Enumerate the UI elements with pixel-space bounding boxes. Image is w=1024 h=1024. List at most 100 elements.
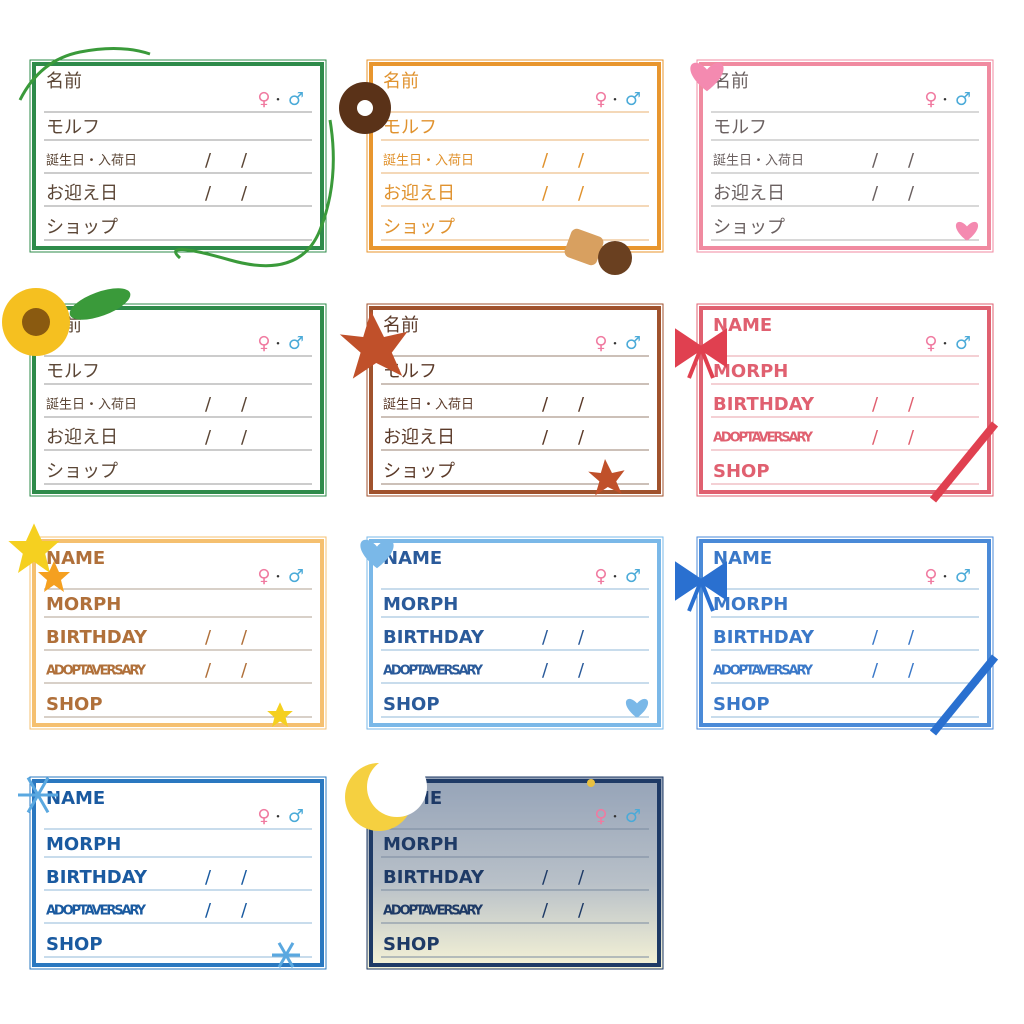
field-label: モルフ — [713, 117, 767, 138]
date-slash: / — [872, 427, 879, 448]
date-slash: / — [205, 183, 212, 204]
date-slash: / — [542, 183, 549, 204]
date-slash: / — [542, 900, 549, 921]
card-background — [29, 536, 327, 730]
cookie — [598, 241, 632, 275]
date-slash: / — [241, 150, 248, 171]
field-label: ADOPTAVERSARY — [383, 664, 484, 679]
date-slash: / — [542, 660, 549, 681]
cookie — [564, 228, 604, 266]
field-label: SHOP — [46, 694, 103, 715]
vine — [18, 46, 335, 268]
date-slash: / — [241, 394, 248, 415]
separator-dot: ・ — [272, 93, 284, 107]
field-label: ショップ — [46, 217, 118, 238]
field-label: ADOPTAVERSARY — [713, 664, 814, 679]
female-symbol: ♀ — [594, 89, 607, 110]
field-label: NAME — [383, 548, 442, 569]
heart — [625, 698, 649, 718]
bow — [675, 328, 727, 379]
field-label: ADOPTAVERSARY — [46, 664, 147, 679]
snowflake — [277, 942, 295, 968]
field-label: NAME — [713, 315, 772, 336]
date-slash: / — [908, 394, 915, 415]
field-label: MORPH — [713, 594, 788, 615]
tag-card: NAMEMORPHBIRTHDAYADOPTAVERSARYSHOP♀・♂///… — [345, 757, 664, 970]
date-slash: / — [578, 150, 585, 171]
field-label: 名前 — [383, 71, 419, 92]
field-label: 名前 — [46, 71, 82, 92]
field-label: SHOP — [383, 694, 440, 715]
date-slash: / — [241, 627, 248, 648]
separator-dot: ・ — [609, 810, 621, 824]
field-label: MORPH — [383, 594, 458, 615]
male-symbol: ♂ — [625, 89, 641, 110]
separator-dot: ・ — [272, 570, 284, 584]
field-label: NAME — [46, 788, 105, 809]
tag-card: NAMEMORPHBIRTHDAYADOPTAVERSARYSHOP♀・♂///… — [8, 523, 327, 730]
field-label: MORPH — [383, 834, 458, 855]
card-border — [369, 779, 661, 967]
field-label: BIRTHDAY — [383, 867, 485, 888]
heart — [360, 539, 394, 569]
field-label: ショップ — [46, 461, 118, 482]
field-label: 誕生日・入荷日 — [46, 398, 137, 413]
card-border — [32, 539, 324, 727]
moon-cut — [367, 757, 427, 817]
date-slash: / — [872, 660, 879, 681]
date-slash: / — [205, 394, 212, 415]
male-symbol: ♂ — [625, 333, 641, 354]
field-label: NAME — [46, 548, 105, 569]
field-label: ADOPTAVERSARY — [46, 904, 147, 919]
male-symbol: ♂ — [955, 333, 971, 354]
field-label: ADOPTAVERSARY — [713, 431, 814, 446]
separator-dot: ・ — [272, 810, 284, 824]
date-slash: / — [241, 867, 248, 888]
field-label: 誕生日・入荷日 — [713, 154, 804, 169]
date-slash: / — [241, 900, 248, 921]
female-symbol: ♀ — [924, 566, 937, 587]
female-symbol: ♀ — [257, 89, 270, 110]
date-slash: / — [205, 627, 212, 648]
date-slash: / — [542, 867, 549, 888]
tag-card: NAMEMORPHBIRTHDAYADOPTAVERSARYSHOP♀・♂///… — [675, 536, 999, 736]
bow — [675, 561, 727, 612]
card-border — [699, 306, 991, 494]
tag-card: NAMEMORPHBIRTHDAYADOPTAVERSARYSHOP♀・♂///… — [360, 536, 664, 730]
field-label: 名前 — [383, 315, 419, 336]
card-background — [696, 303, 994, 497]
date-slash: / — [908, 660, 915, 681]
date-slash: / — [872, 627, 879, 648]
date-slash: / — [542, 150, 549, 171]
field-label: お迎え日 — [46, 427, 118, 448]
field-label: NAME — [713, 548, 772, 569]
date-slash: / — [908, 150, 915, 171]
maple-leaf — [339, 311, 408, 379]
card-border — [699, 62, 991, 250]
date-slash: / — [542, 427, 549, 448]
field-label: お迎え日 — [383, 427, 455, 448]
field-label: MORPH — [46, 834, 121, 855]
card-border — [369, 539, 661, 727]
date-slash: / — [578, 900, 585, 921]
date-slash: / — [542, 394, 549, 415]
star — [267, 702, 293, 727]
date-slash: / — [205, 900, 212, 921]
card-background — [366, 303, 664, 497]
ribbon-band — [929, 421, 999, 503]
field-label: BIRTHDAY — [46, 627, 148, 648]
date-slash: / — [578, 867, 585, 888]
date-slash: / — [908, 183, 915, 204]
field-label: MORPH — [713, 361, 788, 382]
field-label: 誕生日・入荷日 — [46, 154, 137, 169]
field-label: ショップ — [383, 461, 455, 482]
female-symbol: ♀ — [257, 333, 270, 354]
card-border — [369, 62, 661, 250]
leaf — [69, 288, 131, 320]
male-symbol: ♂ — [625, 806, 641, 827]
field-label: お迎え日 — [383, 183, 455, 204]
